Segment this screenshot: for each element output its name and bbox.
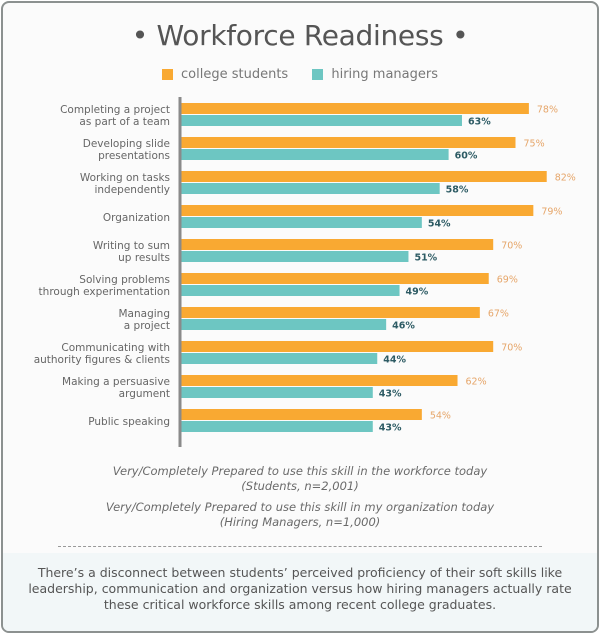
bar-college-students xyxy=(181,103,529,114)
legend-label-students: college students xyxy=(181,67,289,82)
bar-hiring-managers xyxy=(181,115,462,126)
data-label: 43% xyxy=(379,389,402,400)
bar-hiring-managers xyxy=(181,217,422,228)
data-label: 63% xyxy=(468,117,491,128)
data-label: 54% xyxy=(428,219,451,230)
data-label: 75% xyxy=(524,139,545,150)
category-label: Managing a project xyxy=(119,308,171,332)
managers-note-line1: Very/Completely Prepared to use this ski… xyxy=(105,500,495,514)
category-label: Completing a project as part of a team xyxy=(60,104,170,128)
legend-label-managers: hiring managers xyxy=(331,67,438,82)
category-label: Organization xyxy=(103,212,170,224)
category-label: Solving problems through experimentation xyxy=(39,274,170,298)
category-label: Writing to sum up results xyxy=(93,240,170,264)
bar-hiring-managers xyxy=(181,251,409,262)
bar-hiring-managers xyxy=(181,387,373,398)
data-label: 79% xyxy=(541,207,562,218)
data-label: 54% xyxy=(430,411,451,422)
bar-hiring-managers xyxy=(181,285,400,296)
bar-hiring-managers xyxy=(181,149,449,160)
category-label: Developing slide presentations xyxy=(83,138,170,162)
bar-hiring-managers xyxy=(181,353,378,364)
data-label: 43% xyxy=(379,423,402,434)
data-label: 44% xyxy=(383,355,406,366)
chart-title: • Workforce Readiness • xyxy=(3,19,597,52)
data-label: 58% xyxy=(446,185,469,196)
title-text: Workforce Readiness xyxy=(156,19,444,52)
data-label: 49% xyxy=(406,287,429,298)
data-label: 60% xyxy=(455,151,478,162)
bar-college-students xyxy=(181,307,480,318)
bar-college-students xyxy=(181,409,422,420)
bar-college-students xyxy=(181,341,494,352)
data-label: 70% xyxy=(501,241,522,252)
data-label: 62% xyxy=(466,377,487,388)
bar-hiring-managers xyxy=(181,421,373,432)
category-label: Public speaking xyxy=(88,416,170,428)
legend-item-students: college students xyxy=(162,67,288,82)
bar-college-students xyxy=(181,205,534,216)
category-label: Making a persuasive argument xyxy=(62,376,170,400)
chart-notes: Very/Completely Prepared to use this ski… xyxy=(3,464,597,536)
bar-college-students xyxy=(181,273,489,284)
category-label: Working on tasks independently xyxy=(80,172,170,196)
data-label: 78% xyxy=(537,105,558,116)
legend: college students hiring managers xyxy=(3,67,597,84)
bar-college-students xyxy=(181,375,458,386)
students-note-line1: Very/Completely Prepared to use this ski… xyxy=(112,464,488,478)
legend-swatch-students xyxy=(162,69,174,80)
bar-chart: Completing a project as part of a team 78%… xyxy=(34,97,576,447)
title-bullet-right: • xyxy=(452,19,469,52)
bar-college-students xyxy=(181,171,547,182)
legend-swatch-managers xyxy=(312,69,324,80)
bar-hiring-managers xyxy=(181,183,440,194)
data-label: 82% xyxy=(555,173,576,184)
students-note: Very/Completely Prepared to use this ski… xyxy=(3,464,597,494)
data-label: 69% xyxy=(497,275,518,286)
summary-text: There’s a disconnect between students’ p… xyxy=(3,553,597,631)
category-label: Communicating with authority figures & cl… xyxy=(34,342,170,366)
managers-note: Very/Completely Prepared to use this ski… xyxy=(3,500,597,530)
data-label: 46% xyxy=(392,321,415,332)
legend-item-managers: hiring managers xyxy=(312,67,438,82)
students-note-line2: (Students, n=2,001) xyxy=(241,479,359,493)
bar-college-students xyxy=(181,137,516,148)
bar-college-students xyxy=(181,239,494,250)
title-bullet-left: • xyxy=(131,19,149,52)
bar-hiring-managers xyxy=(181,319,387,330)
data-label: 70% xyxy=(501,343,522,354)
data-label: 51% xyxy=(414,253,437,264)
managers-note-line2: (Hiring Managers, n=1,000) xyxy=(219,515,381,529)
data-label: 67% xyxy=(488,309,509,320)
dashed-divider xyxy=(58,546,542,547)
